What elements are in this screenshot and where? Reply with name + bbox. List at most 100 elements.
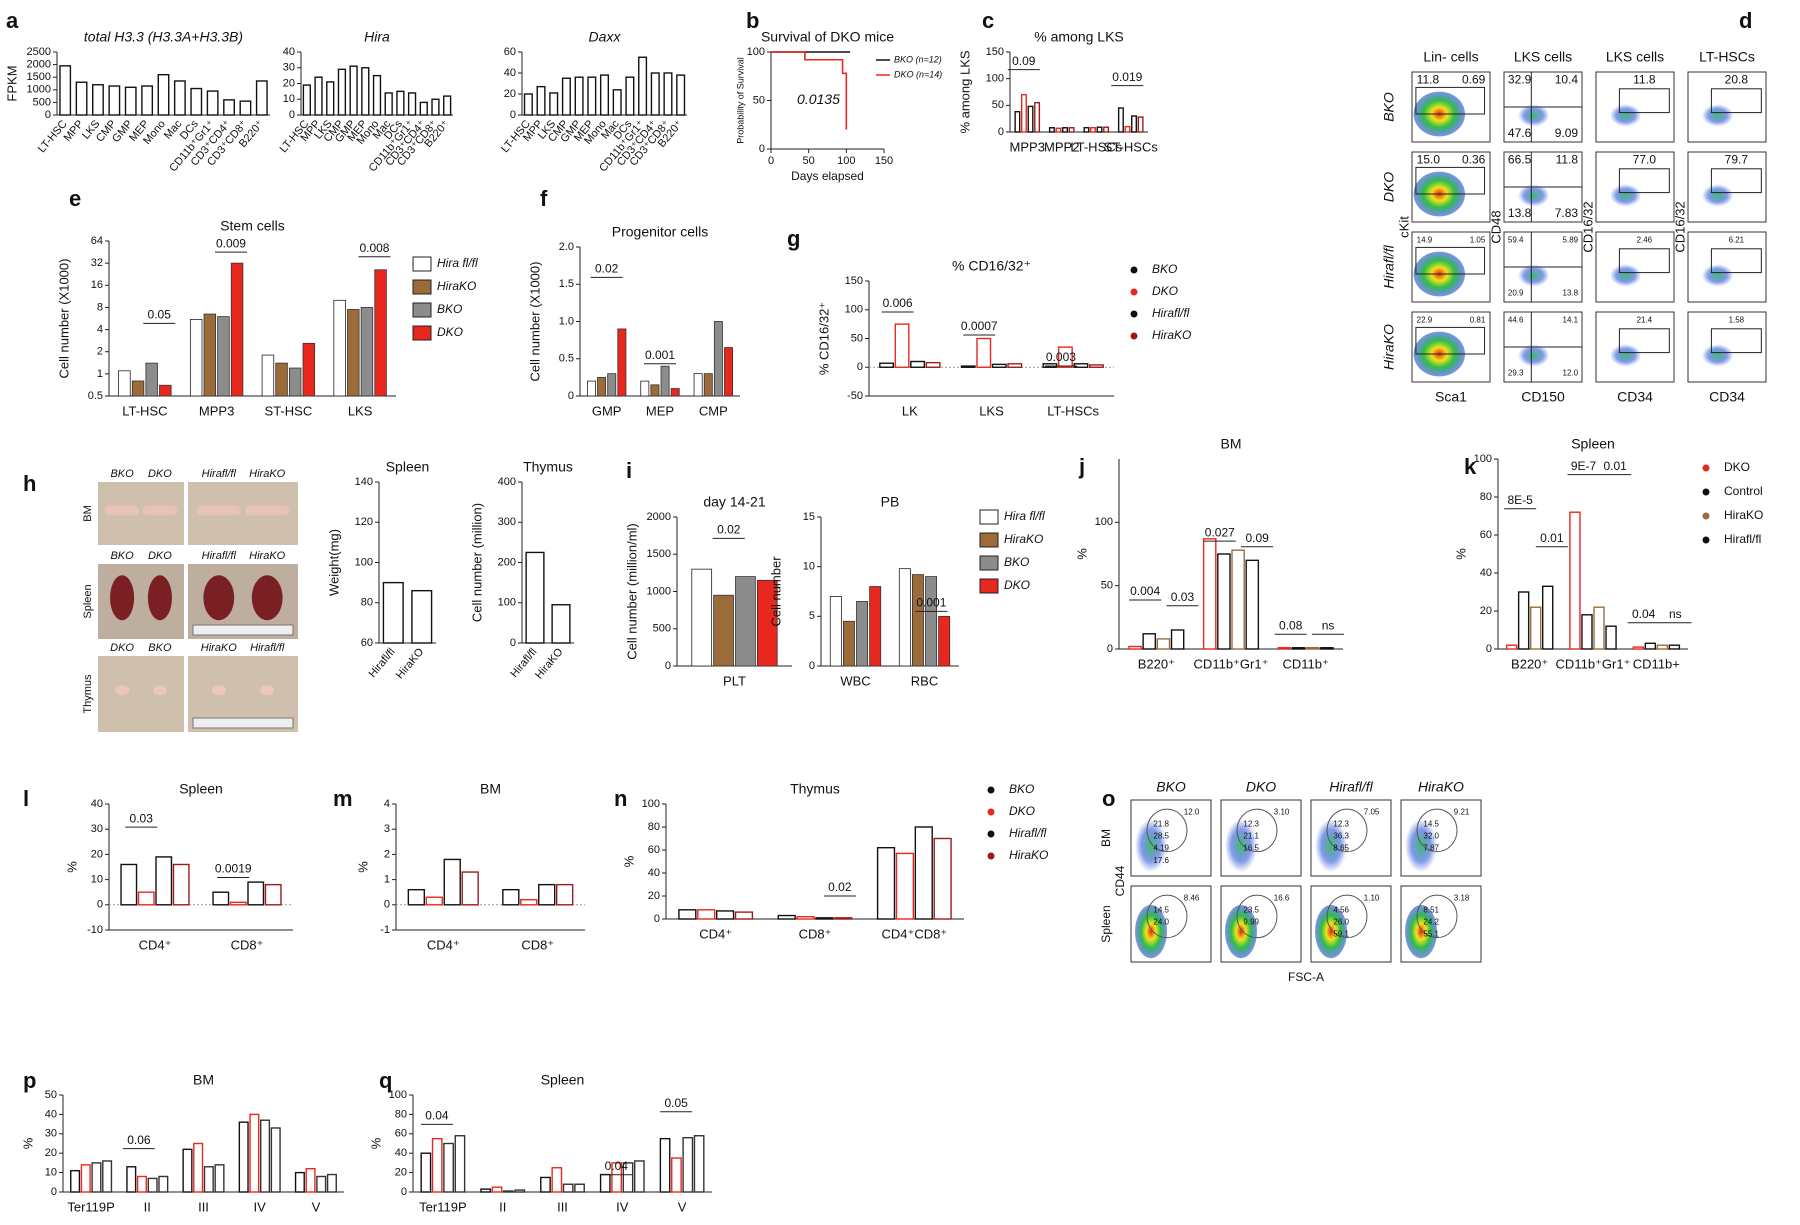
row-label: HiraKO — [1381, 324, 1397, 370]
flow-density — [1405, 819, 1437, 873]
gate-value: 1.58 — [1729, 316, 1745, 325]
bar — [611, 1162, 622, 1193]
bar — [1131, 115, 1138, 133]
bar — [1096, 126, 1103, 133]
y-axis-label: % — [368, 1137, 383, 1149]
legend-swatch — [412, 256, 432, 272]
bar — [1124, 125, 1131, 133]
bar — [520, 899, 538, 906]
y-tick-label: 0 — [568, 390, 574, 402]
bar — [525, 551, 545, 644]
legend-label: HiraKO — [437, 279, 476, 293]
gate-value: 11.8 — [1633, 73, 1656, 87]
legend-label: BKO — [1009, 782, 1034, 796]
y-tick-label: 0 — [401, 1186, 407, 1198]
legend-label: DKO — [1152, 284, 1178, 298]
bar — [549, 92, 559, 116]
gate-value: 14.1 — [1563, 316, 1579, 325]
flow-density — [1518, 344, 1550, 367]
bar — [540, 1176, 551, 1193]
chart-title: BM — [1221, 436, 1242, 452]
gate-value: 44.6 — [1508, 316, 1524, 325]
bar — [374, 269, 387, 397]
y-axis-label: % — [1453, 548, 1468, 560]
bar — [640, 380, 650, 397]
flow-density — [1702, 264, 1734, 287]
y-tick-label: 300 — [498, 516, 516, 528]
gate-value: 7.83 — [1555, 206, 1579, 220]
flow-density — [1315, 905, 1347, 959]
y-tick-label: 100 — [389, 1089, 407, 1101]
legend-label: HiraKO — [1724, 508, 1763, 522]
bar — [1202, 538, 1217, 650]
bar — [305, 1168, 316, 1193]
bar — [622, 1162, 634, 1193]
bar — [443, 1142, 454, 1193]
bar — [650, 384, 660, 397]
bar — [275, 362, 288, 397]
bar — [407, 888, 425, 906]
legend-label: Hirafl/fl — [1152, 306, 1190, 320]
bar — [671, 1157, 682, 1193]
gate-value: 1.05 — [1470, 236, 1486, 245]
bar — [214, 1164, 225, 1193]
column-header: Lin- cells — [1423, 49, 1478, 65]
legend-swatch — [1130, 288, 1138, 296]
bar — [1517, 591, 1530, 650]
y-tick-label: 150 — [845, 275, 863, 287]
bar — [302, 342, 316, 397]
flow-density — [1702, 104, 1734, 127]
gate — [1618, 248, 1670, 274]
x-tick-label: MPP3 — [1010, 139, 1045, 154]
y-tick-label: 40 — [283, 46, 295, 58]
row-label: Hirafl/fl — [1381, 244, 1397, 288]
y-tick-label: 20 — [91, 848, 103, 860]
panel-letter: g — [787, 226, 800, 251]
gate — [1236, 894, 1278, 939]
bar — [131, 380, 145, 397]
y-tick-label: 0 — [1107, 643, 1113, 655]
bar — [212, 891, 230, 906]
bar — [230, 262, 244, 397]
y-tick-label: 40 — [91, 798, 103, 810]
row-label: BM — [1099, 829, 1113, 847]
bar — [633, 1160, 645, 1193]
x-tick-label: CD11b⁺Gr1⁺ — [1194, 656, 1269, 671]
gate — [1710, 168, 1762, 194]
y-axis-label: Weight(mg) — [326, 529, 341, 596]
legend-swatch — [979, 578, 999, 594]
bar — [120, 863, 138, 906]
y-tick-label: 0 — [665, 660, 671, 672]
bar — [360, 307, 374, 397]
bar — [159, 384, 172, 397]
organ — [152, 685, 167, 696]
y-tick-label: 40 — [648, 867, 660, 879]
x-axis-label: CD34 — [1709, 389, 1745, 405]
bar — [777, 914, 796, 920]
y-tick-label: 4 — [384, 798, 390, 810]
bar — [255, 80, 268, 116]
gate-value: 11.8 — [1417, 73, 1440, 87]
bar — [734, 911, 754, 920]
bar — [1062, 127, 1069, 133]
x-axis-label: CD34 — [1617, 389, 1653, 405]
photo-caption: Hirafl/fl — [202, 468, 237, 480]
y-tick-label: 0 — [654, 913, 660, 925]
bar — [879, 362, 895, 368]
gate-value: 22.9 — [1417, 316, 1433, 325]
bar — [1217, 553, 1231, 650]
bar — [682, 1136, 694, 1193]
bar — [536, 85, 546, 116]
y-tick-label: 60 — [1480, 529, 1492, 541]
legend-label: DKO — [1724, 460, 1750, 474]
y-tick-label: 20 — [45, 1147, 57, 1159]
gate — [1416, 808, 1458, 853]
annotation: 0.03 — [130, 811, 154, 825]
x-tick-label: LKS — [348, 403, 373, 418]
bar — [713, 321, 723, 397]
legend-label: BKO — [437, 302, 462, 316]
gate-value: 21.8 — [1153, 819, 1169, 828]
annotation: 0.03 — [1171, 590, 1195, 604]
organ — [203, 575, 235, 621]
bar — [659, 1137, 671, 1193]
